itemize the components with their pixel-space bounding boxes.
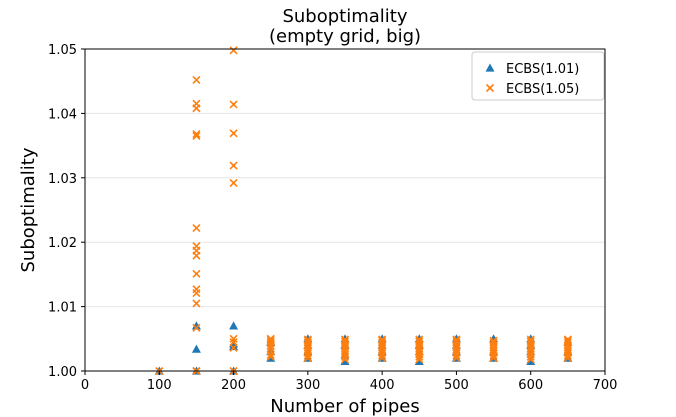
triangle-point xyxy=(485,63,495,72)
x-point xyxy=(563,338,572,347)
x-point xyxy=(229,334,238,343)
y-tick-label: 1.02 xyxy=(48,236,77,251)
x-point xyxy=(303,338,312,347)
x-point xyxy=(485,83,495,93)
x-point xyxy=(192,131,201,141)
x-point xyxy=(192,269,201,278)
x-point xyxy=(192,241,201,251)
x-point xyxy=(415,337,424,346)
x-point xyxy=(452,335,461,344)
x-point xyxy=(266,350,275,359)
x-point xyxy=(415,335,424,344)
triangle-point xyxy=(229,321,239,330)
chart-title: Suboptimality xyxy=(282,6,407,27)
x-tick-label: 0 xyxy=(81,378,89,393)
legend-box xyxy=(471,51,605,101)
x-point xyxy=(563,336,572,345)
triangle-point xyxy=(414,356,424,365)
x-point xyxy=(526,335,535,344)
x-point xyxy=(303,336,312,345)
x-point xyxy=(192,323,201,332)
x-point xyxy=(229,46,238,55)
chart-subtitle: (empty grid, big) xyxy=(269,26,421,47)
x-point xyxy=(192,285,201,294)
x-point xyxy=(452,338,461,347)
x-point xyxy=(192,99,201,108)
x-point xyxy=(526,337,535,346)
plot-frame xyxy=(84,48,606,372)
x-point xyxy=(229,100,238,109)
y-tick-label: 1.01 xyxy=(48,301,77,316)
x-point xyxy=(489,336,498,345)
x-tick-label: 700 xyxy=(593,378,618,393)
y-tick-label: 1.05 xyxy=(48,43,77,58)
triangle-point xyxy=(340,356,350,365)
x-point xyxy=(340,335,350,344)
x-axis-label: Number of pipes xyxy=(270,396,419,417)
x-tick-label: 500 xyxy=(444,378,469,393)
y-axis-label: Suboptimality xyxy=(18,147,39,272)
data-points xyxy=(154,46,573,376)
x-tick-label: 200 xyxy=(221,378,246,393)
x-point xyxy=(192,75,201,84)
x-tick-label: 300 xyxy=(295,378,320,393)
x-point xyxy=(563,335,572,344)
x-axis-ticks: 0 100 200 300 400 500 600 700 xyxy=(81,371,618,393)
x-point xyxy=(229,129,238,138)
legend-label: ECBS(1.01) xyxy=(506,62,579,77)
x-point xyxy=(192,223,201,233)
x-point xyxy=(266,334,275,343)
y-tick-label: 1.03 xyxy=(48,172,77,187)
x-point xyxy=(303,335,312,344)
legend-label: ECBS(1.05) xyxy=(506,82,579,97)
x-point xyxy=(229,161,238,170)
x-tick-label: 100 xyxy=(147,378,172,393)
x-tick-label: 400 xyxy=(370,378,395,393)
triangle-point xyxy=(229,339,239,348)
y-axis-ticks: 1.00 1.01 1.02 1.03 1.04 1.05 xyxy=(48,43,85,380)
y-tick-label: 1.04 xyxy=(48,107,77,122)
x-point xyxy=(378,336,387,345)
x-tick-label: 600 xyxy=(518,378,543,393)
x-point xyxy=(378,338,387,347)
x-point xyxy=(452,336,461,345)
x-point xyxy=(266,337,275,346)
x-point xyxy=(229,178,238,188)
x-point xyxy=(340,337,350,346)
x-point xyxy=(192,299,201,308)
x-point xyxy=(489,338,498,347)
x-point xyxy=(192,129,201,139)
legend: ECBS(1.01) ECBS(1.05) xyxy=(471,51,605,101)
y-tick-label: 1.00 xyxy=(48,365,77,380)
triangle-point xyxy=(191,321,201,330)
triangle-point xyxy=(526,356,536,365)
x-point xyxy=(266,352,275,361)
x-point xyxy=(378,335,387,344)
x-point xyxy=(229,337,238,347)
triangle-point xyxy=(191,344,201,353)
